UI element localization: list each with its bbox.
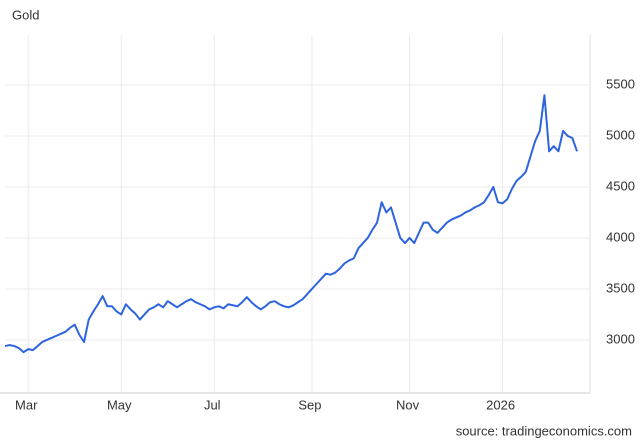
y-tick-label: 4000 — [606, 229, 635, 244]
x-tick-label: May — [107, 397, 132, 412]
y-tick-label: 3500 — [606, 280, 635, 295]
x-tick-label: Sep — [298, 397, 321, 412]
chart-title: Gold — [12, 7, 39, 22]
x-tick-label: Jul — [204, 397, 221, 412]
y-tick-label: 5000 — [606, 127, 635, 142]
y-tick-label: 4500 — [606, 178, 635, 193]
y-tick-label: 3000 — [606, 331, 635, 346]
price-line — [4, 94, 578, 354]
source-note: source: tradingeconomics.com — [456, 423, 632, 438]
y-tick-label: 5500 — [606, 76, 635, 91]
x-tick-label: Nov — [396, 397, 420, 412]
x-tick-label: Mar — [15, 397, 38, 412]
x-tick-label: 2026 — [486, 397, 515, 412]
